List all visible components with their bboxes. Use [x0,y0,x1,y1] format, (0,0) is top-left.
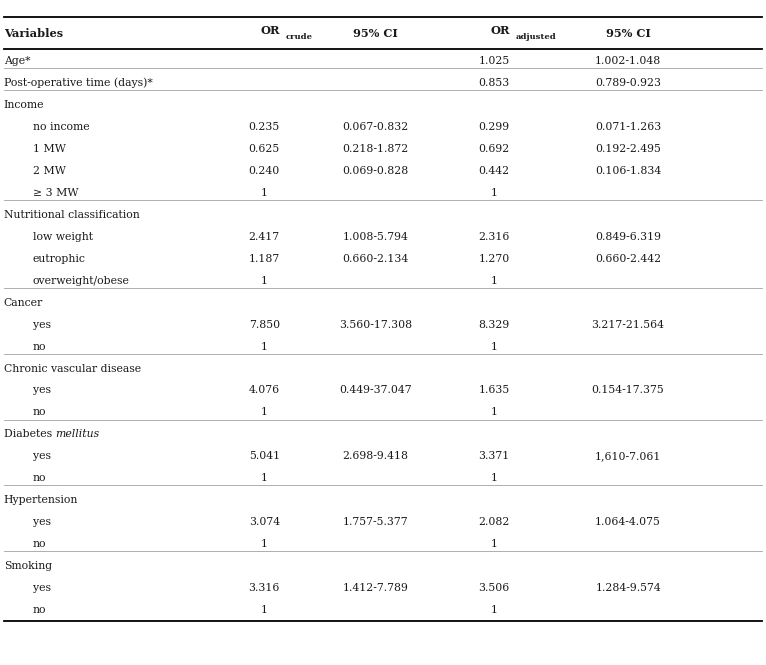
Text: 1: 1 [490,605,498,615]
Text: 95% CI: 95% CI [353,28,398,39]
Text: 0.299: 0.299 [479,122,509,132]
Text: 2.698-9.418: 2.698-9.418 [342,452,408,462]
Text: 3.316: 3.316 [249,583,280,593]
Text: no: no [33,605,47,615]
Text: 1: 1 [490,188,498,198]
Text: Smoking: Smoking [4,561,52,571]
Text: 1: 1 [490,276,498,286]
Text: 2.082: 2.082 [479,517,509,527]
Text: 0.442: 0.442 [479,166,509,176]
Text: 1.064-4.075: 1.064-4.075 [595,517,661,527]
Text: Chronic vascular disease: Chronic vascular disease [4,364,141,374]
Text: 1: 1 [260,408,268,418]
Text: low weight: low weight [33,232,93,242]
Text: Diabetes: Diabetes [4,430,55,440]
Text: crude: crude [286,33,313,41]
Text: 1: 1 [490,408,498,418]
Text: 1,610-7.061: 1,610-7.061 [595,452,661,462]
Text: 1.002-1.048: 1.002-1.048 [595,57,661,66]
Text: Cancer: Cancer [4,298,43,308]
Text: 8.329: 8.329 [479,320,509,330]
Text: 3.217-21.564: 3.217-21.564 [591,320,665,330]
Text: no: no [33,408,47,418]
Text: Post-operative time (days)*: Post-operative time (days)* [4,78,152,88]
Text: 1: 1 [260,605,268,615]
Text: ≥ 3 MW: ≥ 3 MW [33,188,78,198]
Text: 2.316: 2.316 [479,232,509,242]
Text: 1.008-5.794: 1.008-5.794 [342,232,408,242]
Text: 0.660-2.442: 0.660-2.442 [595,254,661,264]
Text: 1.635: 1.635 [479,386,509,396]
Text: 0.106-1.834: 0.106-1.834 [595,166,661,176]
Text: overweight/obese: overweight/obese [33,276,129,286]
Text: 1: 1 [260,342,268,352]
Text: 0.789-0.923: 0.789-0.923 [595,78,661,88]
Text: 2 MW: 2 MW [33,166,66,176]
Text: 1: 1 [260,473,268,483]
Text: 0.853: 0.853 [479,78,509,88]
Text: no: no [33,342,47,352]
Text: Variables: Variables [4,28,63,39]
Text: 5.041: 5.041 [249,452,280,462]
Text: Income: Income [4,100,44,110]
Text: Hypertension: Hypertension [4,495,78,505]
Text: 4.076: 4.076 [249,386,280,396]
Text: 0.067-0.832: 0.067-0.832 [342,122,408,132]
Text: 0.692: 0.692 [479,144,509,154]
Text: 3.371: 3.371 [479,452,509,462]
Text: 1.412-7.789: 1.412-7.789 [342,583,408,593]
Text: yes: yes [33,320,51,330]
Text: 0.071-1.263: 0.071-1.263 [595,122,661,132]
Text: 0.660-2.134: 0.660-2.134 [342,254,408,264]
Text: no income: no income [33,122,90,132]
Text: OR: OR [260,25,280,36]
Text: no: no [33,473,47,483]
Text: 0.192-2.495: 0.192-2.495 [595,144,661,154]
Text: 3.560-17.308: 3.560-17.308 [339,320,412,330]
Text: 1.187: 1.187 [249,254,280,264]
Text: 0.154-17.375: 0.154-17.375 [592,386,664,396]
Text: 1 MW: 1 MW [33,144,66,154]
Text: yes: yes [33,583,51,593]
Text: 0.849-6.319: 0.849-6.319 [595,232,661,242]
Text: 95% CI: 95% CI [606,28,650,39]
Text: 3.506: 3.506 [479,583,509,593]
Text: Age*: Age* [4,57,31,66]
Text: mellitus: mellitus [55,430,100,440]
Text: 1.025: 1.025 [479,57,509,66]
Text: 1: 1 [490,473,498,483]
Text: no: no [33,539,47,549]
Text: 1.757-5.377: 1.757-5.377 [342,517,408,527]
Text: 1: 1 [490,342,498,352]
Text: 7.850: 7.850 [249,320,280,330]
Text: 1.284-9.574: 1.284-9.574 [595,583,661,593]
Text: yes: yes [33,517,51,527]
Text: adjusted: adjusted [516,33,556,41]
Text: 0.235: 0.235 [249,122,280,132]
Text: 0.449-37.047: 0.449-37.047 [339,386,411,396]
Text: 0.625: 0.625 [249,144,280,154]
Text: 1: 1 [260,539,268,549]
Text: 3.074: 3.074 [249,517,280,527]
Text: 0.218-1.872: 0.218-1.872 [342,144,408,154]
Text: 1: 1 [260,276,268,286]
Text: 1: 1 [490,539,498,549]
Text: eutrophic: eutrophic [33,254,86,264]
Text: 0.240: 0.240 [249,166,280,176]
Text: yes: yes [33,386,51,396]
Text: 1: 1 [260,188,268,198]
Text: 0.069-0.828: 0.069-0.828 [342,166,408,176]
Text: 2.417: 2.417 [249,232,280,242]
Text: yes: yes [33,452,51,462]
Text: OR: OR [490,25,509,36]
Text: Nutritional classification: Nutritional classification [4,210,139,220]
Text: 1.270: 1.270 [479,254,509,264]
